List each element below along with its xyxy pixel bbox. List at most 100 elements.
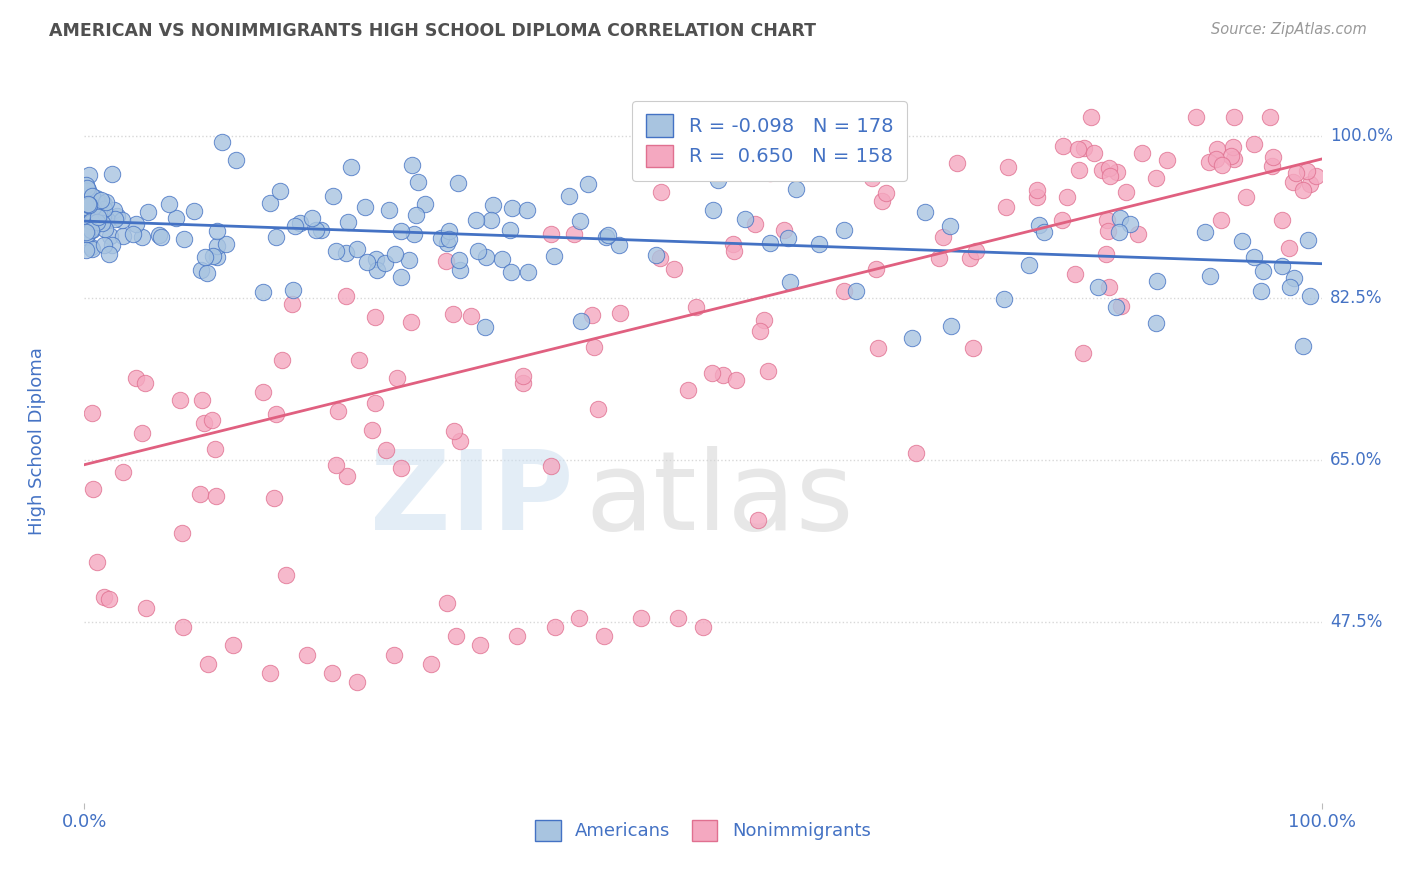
Point <box>1282 271 1305 285</box>
Text: 82.5%: 82.5% <box>1330 289 1382 307</box>
Point <box>76 227 98 241</box>
Point <box>399 315 422 329</box>
Point <box>501 201 523 215</box>
Point <box>756 364 779 378</box>
Point <box>470 638 492 652</box>
Point <box>1080 111 1102 125</box>
Point <box>914 205 936 219</box>
Point <box>276 567 298 582</box>
Point <box>1091 163 1114 178</box>
Point <box>419 657 441 671</box>
Point <box>1144 171 1167 186</box>
Point <box>79 211 101 225</box>
Point <box>962 341 984 355</box>
Point <box>73 222 96 236</box>
Text: Source: ZipAtlas.com: Source: ZipAtlas.com <box>1211 22 1367 37</box>
Point <box>191 393 214 408</box>
Point <box>832 223 855 237</box>
Point <box>75 225 97 239</box>
Point <box>449 253 471 268</box>
Point <box>581 308 603 322</box>
Point <box>405 208 427 222</box>
Point <box>96 195 118 210</box>
Point <box>150 229 173 244</box>
Point <box>865 262 887 277</box>
Point <box>568 214 591 228</box>
Point <box>201 413 224 427</box>
Point <box>1098 169 1121 184</box>
Point <box>1018 258 1040 272</box>
Point <box>325 458 347 472</box>
Point <box>336 468 359 483</box>
Point <box>434 254 457 268</box>
Point <box>1251 264 1274 278</box>
Point <box>832 284 855 298</box>
Point <box>650 185 672 199</box>
Point <box>1071 345 1094 359</box>
Point <box>73 200 96 214</box>
Point <box>1261 160 1284 174</box>
Text: High School Diploma: High School Diploma <box>28 348 46 535</box>
Point <box>1199 269 1222 284</box>
Point <box>1211 158 1233 172</box>
Point <box>413 197 436 211</box>
Point <box>905 446 928 460</box>
Point <box>1156 153 1178 167</box>
Point <box>86 215 108 229</box>
Point <box>389 224 412 238</box>
Point <box>398 252 420 267</box>
Point <box>82 219 104 234</box>
Point <box>700 366 723 380</box>
Point <box>593 629 616 643</box>
Point <box>138 204 160 219</box>
Point <box>516 203 538 218</box>
Point <box>193 417 215 431</box>
Point <box>1292 183 1315 197</box>
Point <box>97 247 120 261</box>
Point <box>1098 280 1121 294</box>
Point <box>582 340 605 354</box>
Point <box>385 370 408 384</box>
Point <box>1026 183 1049 197</box>
Point <box>82 483 104 497</box>
Point <box>73 201 96 215</box>
Point <box>322 189 344 203</box>
Point <box>692 620 714 634</box>
Point <box>202 249 225 263</box>
Point <box>75 200 97 214</box>
Point <box>444 629 467 643</box>
Point <box>79 223 101 237</box>
Point <box>96 213 118 227</box>
Point <box>467 244 489 258</box>
Point <box>540 227 562 242</box>
Point <box>252 285 274 299</box>
Point <box>543 249 565 263</box>
Point <box>173 232 195 246</box>
Point <box>86 194 108 209</box>
Point <box>1222 140 1244 154</box>
Point <box>1056 190 1078 204</box>
Point <box>1028 218 1050 232</box>
Point <box>1064 268 1087 282</box>
Point <box>1104 300 1126 314</box>
Point <box>1230 234 1253 248</box>
Point <box>172 525 194 540</box>
Point <box>281 283 304 297</box>
Point <box>596 228 619 243</box>
Point <box>441 306 464 320</box>
Point <box>562 227 585 241</box>
Point <box>190 263 212 277</box>
Point <box>77 198 100 212</box>
Point <box>80 214 103 228</box>
Point <box>197 657 219 671</box>
Point <box>112 465 135 479</box>
Point <box>655 138 678 153</box>
Point <box>76 181 98 195</box>
Point <box>965 244 987 259</box>
Point <box>111 229 134 244</box>
Point <box>506 629 529 643</box>
Point <box>87 197 110 211</box>
Point <box>82 212 104 227</box>
Point <box>361 423 384 437</box>
Point <box>1194 225 1216 239</box>
